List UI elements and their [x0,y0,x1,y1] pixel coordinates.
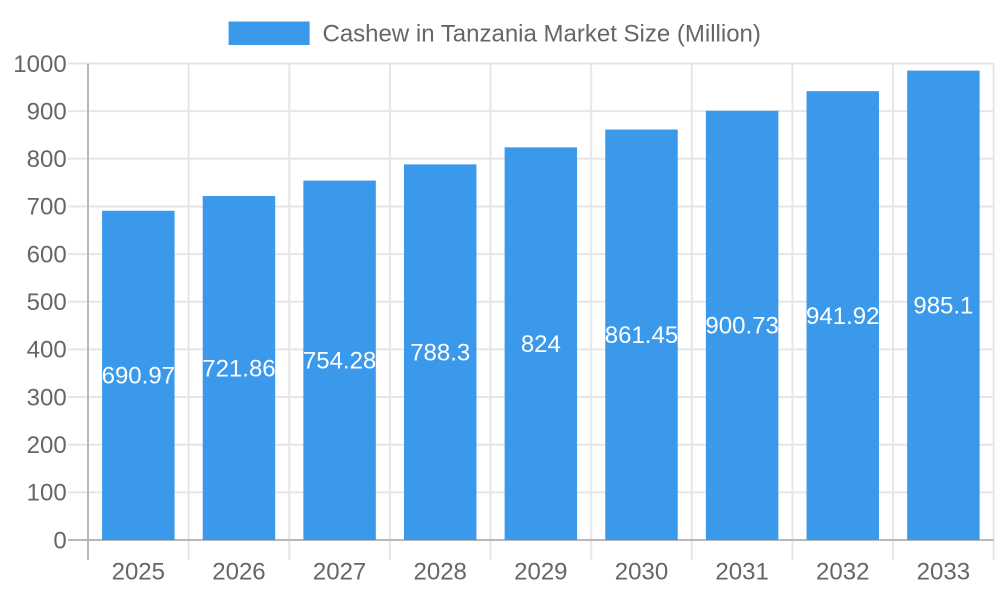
bar-2028[interactable] [403,164,477,540]
x-tick-label: 2025 [112,559,165,586]
bar-value-label: 721.86 [202,355,275,382]
y-tick-label: 700 [27,194,67,221]
x-tick-label: 2028 [414,559,467,586]
x-tick-label: 2031 [715,559,768,586]
bar-value-label: 900.73 [705,313,778,340]
bar-2032[interactable] [806,91,879,541]
y-tick-label: 100 [27,480,67,507]
bar-2027[interactable] [303,180,376,540]
x-tick-label: 2030 [615,559,668,586]
bar-series [102,70,980,541]
y-tick-label: 1000 [13,51,66,78]
x-axis-labels: 2025 2026 2027 2028 2029 2030 2031 2032 2033 [112,559,970,586]
x-tick-label: 2029 [514,559,567,586]
x-tick-label: 2027 [313,559,366,586]
legend-swatch[interactable] [228,21,310,46]
bar-2033[interactable] [907,70,980,540]
bar-2031[interactable] [705,110,779,541]
bar-value-label: 690.97 [102,363,175,390]
y-axis-labels: 0 100 200 300 400 500 600 700 800 900 1000 [13,51,66,555]
bar-value-label: 754.28 [303,348,376,375]
y-tick-label: 800 [27,146,67,173]
y-tick-label: 400 [27,337,67,364]
bar-value-label: 861.45 [605,322,678,349]
y-tick-label: 0 [53,527,66,554]
legend[interactable]: Cashew in Tanzania Market Size (Million) [228,21,761,48]
bar-2030[interactable] [605,129,678,540]
y-tick-label: 200 [27,432,67,459]
legend-label[interactable]: Cashew in Tanzania Market Size (Million) [323,21,761,48]
x-tick-label: 2033 [917,559,970,586]
bar-value-label: 788.3 [410,339,470,366]
y-tick-label: 500 [27,289,67,316]
y-tick-label: 900 [27,98,67,125]
bar-value-label: 941.92 [806,303,879,330]
y-tick-label: 300 [27,384,67,411]
y-tick-label: 600 [27,241,67,268]
x-tick-label: 2032 [816,559,869,586]
x-tick-label: 2026 [212,559,265,586]
bar-value-label: 985.1 [913,293,973,320]
bar-value-label: 824 [521,331,561,358]
bar-2029[interactable] [504,147,578,541]
bar-2025[interactable] [102,210,175,540]
bar-2026[interactable] [202,196,276,540]
bar-value-labels: 690.97 721.86 754.28 788.3 824 861.45 900.73 94… [102,293,974,390]
